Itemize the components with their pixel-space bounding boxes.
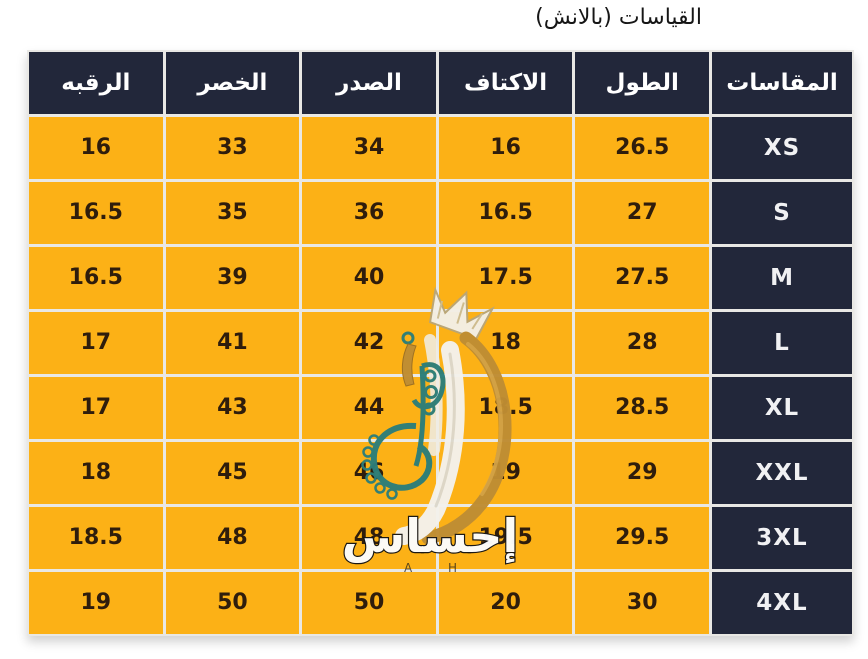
page-title: القياسات (بالانش) xyxy=(535,5,702,30)
measurement-cell: 33 xyxy=(165,117,300,179)
measurement-cell: 42 xyxy=(302,312,436,374)
measurement-cell: 46 xyxy=(302,442,436,504)
measurement-cell: 29.5 xyxy=(575,507,709,569)
measurement-cell: 43 xyxy=(165,377,300,439)
measurement-cell: 17 xyxy=(29,377,163,439)
size-cell: 3XL xyxy=(712,507,852,569)
measurement-cell: 39 xyxy=(165,247,300,309)
measurement-cell: 40 xyxy=(302,247,436,309)
size-cell: 4XL xyxy=(712,572,852,634)
size-cell: L xyxy=(712,312,852,374)
size-cell: XS xyxy=(712,117,852,179)
measurement-cell: 48 xyxy=(165,507,300,569)
size-cell: XXL xyxy=(712,442,852,504)
column-header-waist: الخصر xyxy=(165,52,300,114)
measurement-cell: 18.5 xyxy=(438,377,573,439)
size-cell: S xyxy=(712,182,852,244)
measurement-cell: 19 xyxy=(438,442,573,504)
measurement-cell: 16.5 xyxy=(29,182,163,244)
measurement-cell: 18.5 xyxy=(29,507,163,569)
measurement-cell: 28.5 xyxy=(575,377,709,439)
measurement-cell: 41 xyxy=(165,312,300,374)
size-table: المقاسات الطول الاكتاف الصدر الخصر الرقب… xyxy=(27,50,854,636)
measurement-cell: 35 xyxy=(165,182,300,244)
measurement-cell: 27 xyxy=(575,182,709,244)
measurement-cell: 17 xyxy=(29,312,163,374)
column-header-chest: الصدر xyxy=(302,52,436,114)
column-header-sizes: المقاسات xyxy=(712,52,852,114)
measurement-cell: 48 xyxy=(302,507,436,569)
measurement-cell: 50 xyxy=(165,572,300,634)
measurement-cell: 28 xyxy=(575,312,709,374)
measurement-cell: 29 xyxy=(575,442,709,504)
measurement-cell: 36 xyxy=(302,182,436,244)
measurement-cell: 19.5 xyxy=(438,507,573,569)
measurement-cell: 19 xyxy=(29,572,163,634)
measurement-cell: 44 xyxy=(302,377,436,439)
measurement-cell: 16 xyxy=(29,117,163,179)
measurement-cell: 17.5 xyxy=(438,247,573,309)
measurement-cell: 30 xyxy=(575,572,709,634)
size-cell: XL xyxy=(712,377,852,439)
measurement-cell: 20 xyxy=(438,572,573,634)
measurement-cell: 27.5 xyxy=(575,247,709,309)
measurement-cell: 16 xyxy=(438,117,573,179)
measurement-cell: 18 xyxy=(29,442,163,504)
column-header-length: الطول xyxy=(575,52,709,114)
measurement-cell: 26.5 xyxy=(575,117,709,179)
column-header-neck: الرقبه xyxy=(29,52,163,114)
measurement-cell: 45 xyxy=(165,442,300,504)
measurement-cell: 16.5 xyxy=(29,247,163,309)
measurement-cell: 50 xyxy=(302,572,436,634)
measurement-cell: 18 xyxy=(438,312,573,374)
size-cell: M xyxy=(712,247,852,309)
column-header-shoulders: الاكتاف xyxy=(438,52,573,114)
measurement-cell: 34 xyxy=(302,117,436,179)
measurement-cell: 16.5 xyxy=(438,182,573,244)
